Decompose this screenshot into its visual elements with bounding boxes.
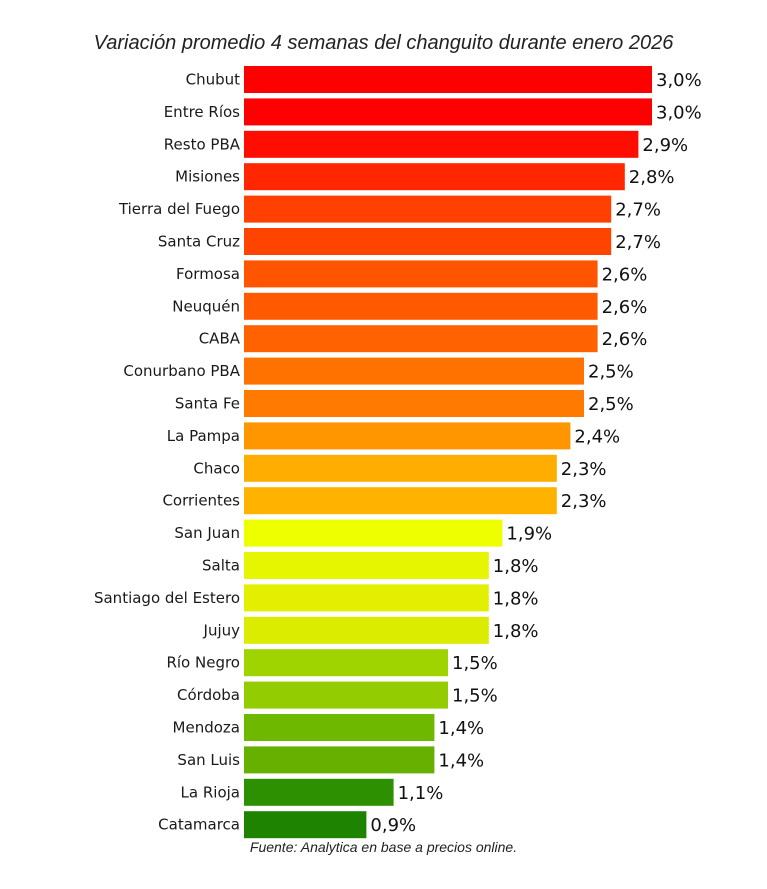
bar: [244, 778, 394, 806]
bar: [244, 228, 612, 255]
category-label: Resto PBA: [164, 135, 241, 153]
bar: [244, 454, 557, 482]
bar: [244, 390, 584, 417]
category-label: Formosa: [176, 265, 240, 283]
value-label: 2,8%: [629, 167, 675, 188]
bar: [244, 714, 435, 741]
category-label: San Juan: [174, 524, 240, 542]
category-label: La Pampa: [167, 427, 240, 445]
bar: [244, 357, 584, 385]
category-label: Santa Cruz: [158, 233, 240, 251]
bar: [244, 519, 503, 547]
category-label: Córdoba: [177, 686, 240, 704]
category-label: San Luis: [177, 751, 240, 769]
category-label: Santa Fe: [175, 395, 240, 413]
bar: [244, 163, 625, 191]
value-label: 3,0%: [656, 102, 702, 123]
value-label: 2,6%: [602, 329, 648, 350]
bar: [244, 681, 448, 709]
bar: [244, 584, 489, 612]
value-label: 1,8%: [493, 621, 539, 642]
category-label: Catamarca: [158, 816, 240, 834]
value-label: 1,5%: [452, 653, 498, 674]
value-label: 2,7%: [615, 232, 661, 253]
bar: [244, 260, 598, 288]
bar: [244, 130, 639, 158]
value-label: 1,1%: [398, 783, 444, 804]
value-label: 3,0%: [656, 70, 702, 91]
bar: [244, 487, 557, 515]
category-label: Salta: [202, 557, 240, 575]
value-label: 2,7%: [615, 200, 661, 221]
value-label: 2,4%: [574, 426, 620, 447]
category-label: Tierra del Fuego: [118, 200, 240, 218]
value-label: 2,6%: [602, 297, 648, 318]
value-label: 1,5%: [452, 686, 498, 707]
bar: [244, 292, 598, 320]
value-label: 1,4%: [438, 750, 484, 771]
category-label: Chubut: [186, 71, 241, 89]
value-label: 2,3%: [561, 491, 607, 512]
bar: [244, 616, 489, 644]
value-label: 1,8%: [493, 588, 539, 609]
value-label: 2,3%: [561, 459, 607, 480]
category-label: Neuquén: [172, 297, 240, 315]
category-label: La Rioja: [181, 783, 240, 801]
value-label: 2,6%: [602, 264, 648, 285]
category-label: Mendoza: [173, 719, 240, 737]
category-label: CABA: [199, 330, 241, 348]
category-label: Misiones: [175, 168, 240, 186]
bar: [244, 811, 367, 839]
value-label: 2,5%: [588, 362, 634, 383]
bar: [244, 422, 571, 450]
bar: [244, 195, 612, 223]
value-label: 2,9%: [642, 135, 688, 156]
bar: [244, 98, 652, 126]
chart-title: Variación promedio 4 semanas del changui…: [93, 32, 674, 54]
value-label: 1,4%: [438, 718, 484, 739]
source-note: Fuente: Analytica en base a precios onli…: [249, 839, 518, 855]
value-label: 2,5%: [588, 394, 634, 415]
value-label: 0,9%: [370, 815, 416, 836]
category-label: Jujuy: [203, 621, 241, 639]
category-label: Conurbano PBA: [123, 362, 240, 380]
category-label: Chaco: [193, 459, 240, 477]
value-label: 1,8%: [493, 556, 539, 577]
category-label: Santiago del Estero: [94, 589, 240, 607]
category-label: Río Negro: [166, 654, 240, 672]
bar: [244, 649, 448, 677]
category-label: Entre Ríos: [164, 103, 240, 121]
bar: [244, 552, 489, 579]
bar: [244, 325, 598, 353]
bar: [244, 746, 435, 774]
category-label: Corrientes: [162, 492, 240, 510]
value-label: 1,9%: [506, 524, 552, 545]
bar: [244, 66, 652, 93]
